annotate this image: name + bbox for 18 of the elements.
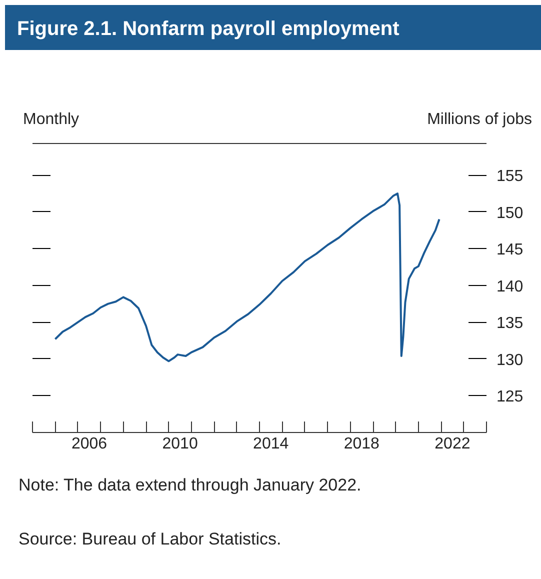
text: Note: The data extend through January 2022. — [18, 476, 362, 494]
source-note: Source: Bureau of Labor Statistics. — [18, 530, 282, 548]
x-tick-label: 2018 — [344, 436, 380, 452]
x-tick-label: 2022 — [434, 436, 470, 452]
y-tick-label: 125 — [496, 388, 524, 406]
y-axis-title: Millions of jobs — [427, 110, 532, 130]
y-tick-label: 145 — [496, 242, 524, 259]
chart-subtitle: Monthly — [23, 110, 80, 130]
x-tick-label: 2014 — [253, 436, 289, 452]
y-tick-label: 155 — [496, 168, 524, 186]
line-series — [54, 192, 440, 362]
y-tick-label: 150 — [496, 204, 524, 222]
x-tick-label: 2010 — [162, 436, 198, 452]
chart-title: Figure 2.1. Nonfarm payroll employment — [17, 17, 400, 42]
y-tick-label: 130 — [496, 352, 524, 369]
y-tick-label: 135 — [496, 315, 524, 332]
x-tick-label: 2006 — [71, 436, 108, 452]
y-tick-label: 140 — [496, 278, 524, 296]
